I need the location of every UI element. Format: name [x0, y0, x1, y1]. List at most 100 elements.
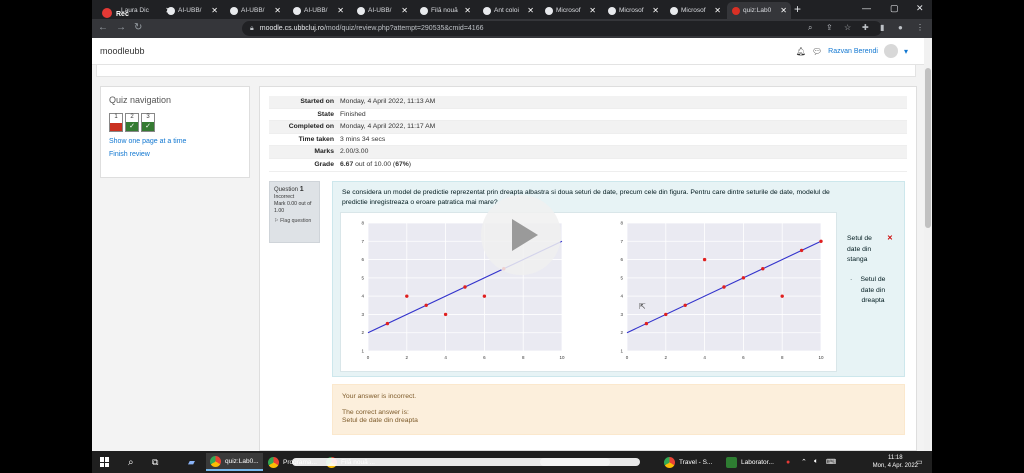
data-point	[385, 321, 390, 326]
page-scrollbar[interactable]	[924, 38, 932, 451]
browser-tab[interactable]: AI-UBB/ ✕	[288, 2, 348, 19]
keyboard-lang-icon[interactable]: ⌨︎	[826, 459, 837, 466]
chrome-tray-icon[interactable]: ●	[786, 458, 791, 466]
flag-question-link[interactable]: ⚐ Flag question	[274, 218, 315, 225]
user-menu[interactable]: 🔔︎ 💬︎ Razvan Berendi ▾	[796, 44, 908, 58]
question-content: Se considera un model de predictie repre…	[332, 181, 905, 377]
quiz-nav-question-button[interactable]: 2 ✓	[125, 113, 139, 132]
browser-tab[interactable]: Microsof ✕	[665, 2, 725, 19]
browser-tab[interactable]: quiz:Lab0 ✕	[727, 2, 791, 19]
messages-icon[interactable]: 💬︎	[812, 46, 823, 56]
x-tick-label: 4	[703, 355, 706, 360]
answer-option-right[interactable]: · Setul de date din dreapta	[850, 275, 893, 307]
finish-review-link[interactable]: Finish review	[109, 151, 150, 158]
task-view-icon[interactable]: ⧉	[152, 456, 159, 467]
browser-toolbar: ← → ↻ 🔒︎ moodle.cs.ubbcluj.ro/mod/quiz/r…	[92, 19, 932, 38]
question-info: Question 1 Incorrect Mark 0.00 out of 1.…	[269, 181, 320, 243]
browser-tab[interactable]: AI-UBB/ ✕	[225, 2, 285, 19]
app-icon	[664, 456, 675, 468]
answer-option-left[interactable]: Setul de date din stanga ✕	[847, 234, 893, 266]
minimize-icon[interactable]: —	[862, 3, 871, 13]
y-tick-label: 2	[361, 330, 364, 335]
question-button-number: 2	[130, 114, 134, 120]
flag-label: Flag question	[280, 218, 312, 224]
user-name[interactable]: Razvan Berendi	[828, 47, 878, 55]
quiz-nav-question-button[interactable]: 1	[109, 113, 123, 132]
notifications-icon[interactable]: 🔔︎	[795, 46, 807, 56]
y-tick-label: 8	[361, 221, 364, 226]
tab-close-icon[interactable]: ✕	[464, 6, 471, 15]
chevron-down-icon[interactable]: ▾	[903, 46, 908, 56]
video-play-overlay[interactable]	[481, 195, 561, 275]
tab-close-icon[interactable]: ✕	[652, 6, 659, 15]
scrollbar-thumb[interactable]	[925, 68, 931, 228]
new-tab-button[interactable]: +	[794, 2, 802, 16]
tab-close-icon[interactable]: ✕	[401, 6, 408, 15]
clock-time: 11:18	[888, 455, 903, 461]
share-icon[interactable]: ⇪	[826, 23, 833, 32]
file-explorer-icon[interactable]: ▰	[188, 456, 195, 467]
browser-tab[interactable]: Ant coloi ✕	[478, 2, 538, 19]
media-progress-overlay-faded	[540, 458, 610, 466]
media-progress-overlay[interactable]	[292, 458, 640, 466]
close-window-icon[interactable]: ✕	[916, 3, 924, 13]
taskbar-app[interactable]: quiz:Lab0...	[206, 453, 263, 471]
browser-tab[interactable]: AI-UBB/ ✕	[352, 2, 412, 19]
menu-icon[interactable]: ⋮	[916, 23, 924, 32]
y-tick-label: 4	[361, 294, 364, 299]
x-tick-label: 0	[367, 355, 370, 360]
show-one-page-link[interactable]: Show one page at a time	[109, 138, 187, 145]
search-icon[interactable]: ⌕	[128, 456, 134, 468]
radio-icon[interactable]: ·	[850, 276, 853, 283]
extensions-icon[interactable]: ✚	[862, 23, 869, 32]
x-tick-label: 10	[559, 355, 565, 360]
site-navbar: moodleubb 🔔︎ 💬︎ Razvan Berendi ▾	[92, 38, 924, 65]
tab-close-icon[interactable]: ✕	[337, 6, 344, 15]
sidebar-icon[interactable]: ▮	[880, 23, 885, 32]
tab-close-icon[interactable]: ✕	[274, 6, 281, 15]
reload-icon[interactable]: ↻	[134, 22, 143, 33]
question-button-number: 3	[146, 114, 150, 120]
browser-tab[interactable]: Microsof ✕	[603, 2, 663, 19]
grade-percent: 67%	[395, 160, 409, 168]
tab-label: quiz:Lab0	[743, 7, 772, 14]
taskbar-app[interactable]: Travel - S...	[660, 453, 716, 471]
volume-icon[interactable]: 🔈︎	[814, 458, 819, 465]
taskbar-app[interactable]: Laborator...	[722, 453, 778, 471]
feedback-correct-label: The correct answer is:	[342, 408, 409, 416]
system-clock[interactable]: 11:18 Mon, 4 Apr. 2022	[873, 454, 918, 470]
bookmark-star-icon[interactable]: ☆	[844, 23, 852, 32]
back-icon[interactable]: ←	[98, 22, 108, 33]
data-point	[702, 257, 707, 262]
forward-icon[interactable]: →	[116, 22, 126, 33]
x-tick-label: 10	[818, 355, 824, 360]
quiz-nav-question-button[interactable]: 3 ✓	[141, 113, 155, 132]
browser-tab[interactable]: AI-UBB/ ✕	[162, 2, 222, 19]
avatar[interactable]	[883, 44, 898, 58]
tab-favicon-icon	[230, 6, 238, 15]
feedback-correct-answer: Setul de date din dreapta	[342, 417, 418, 424]
site-brand[interactable]: moodleubb	[100, 46, 145, 56]
y-tick-label: 2	[620, 330, 623, 335]
notifications-center-icon[interactable]: ▭	[916, 459, 923, 466]
zoom-icon[interactable]: ⌕	[808, 23, 813, 32]
quiz-review-main: Started on Monday, 4 April 2022, 11:13 AM…	[259, 86, 917, 451]
windows-start-icon[interactable]	[100, 457, 110, 467]
summary-value: 2.00/3.00	[340, 148, 369, 156]
chevron-up-icon[interactable]: ⌃	[801, 459, 807, 466]
browser-tab[interactable]: Microsof ✕	[540, 2, 600, 19]
y-tick-label: 3	[361, 312, 364, 317]
question-mark: Mark 0.00 out of 1.00	[274, 201, 312, 214]
tab-close-icon[interactable]: ✕	[780, 6, 787, 15]
tab-close-icon[interactable]: ✕	[714, 6, 721, 15]
browser-tab[interactable]: Filă nouă ✕	[415, 2, 475, 19]
discord-icon[interactable]: ●	[898, 23, 903, 32]
maximize-icon[interactable]: ▢	[890, 3, 899, 13]
tab-close-icon[interactable]: ✕	[527, 6, 534, 15]
address-bar[interactable]: 🔒︎ moodle.cs.ubbcluj.ro/mod/quiz/review.…	[242, 21, 882, 36]
address-path: /mod/quiz/review.php?attempt=290535&cmid…	[323, 25, 484, 32]
x-tick-label: 4	[444, 355, 447, 360]
app-icon	[210, 455, 221, 467]
tab-close-icon[interactable]: ✕	[211, 6, 218, 15]
tab-close-icon[interactable]: ✕	[589, 6, 596, 15]
